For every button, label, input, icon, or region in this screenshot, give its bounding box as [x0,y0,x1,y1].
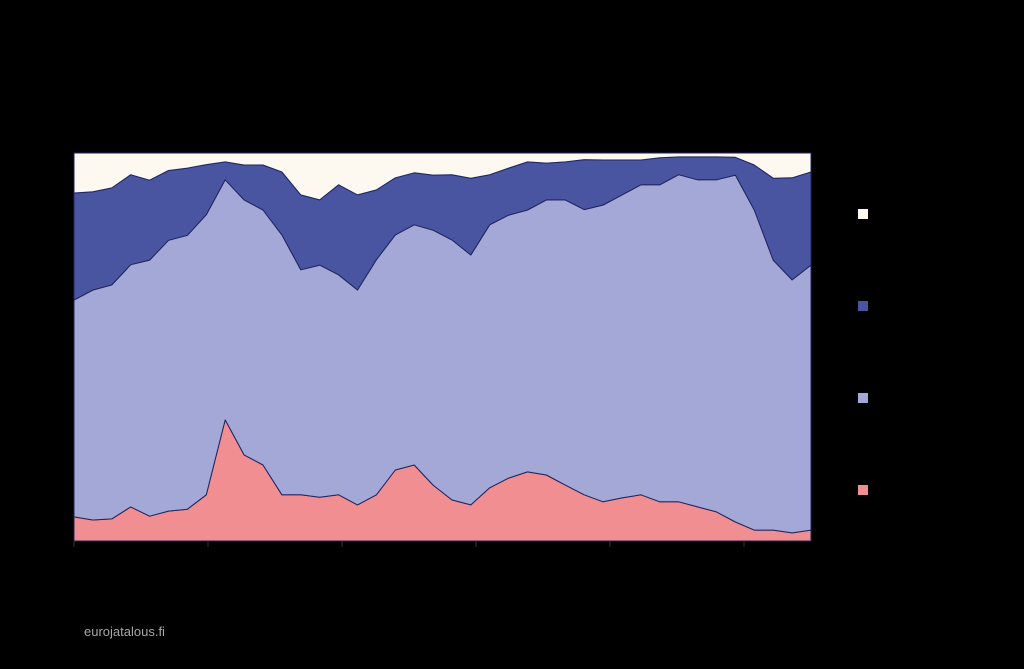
legend-swatch [858,209,868,219]
legend-swatch [858,301,868,311]
source: eurojatalous.fi [84,624,165,639]
area [73,152,812,201]
legend-swatch [858,393,868,403]
legend-swatch [858,485,868,495]
